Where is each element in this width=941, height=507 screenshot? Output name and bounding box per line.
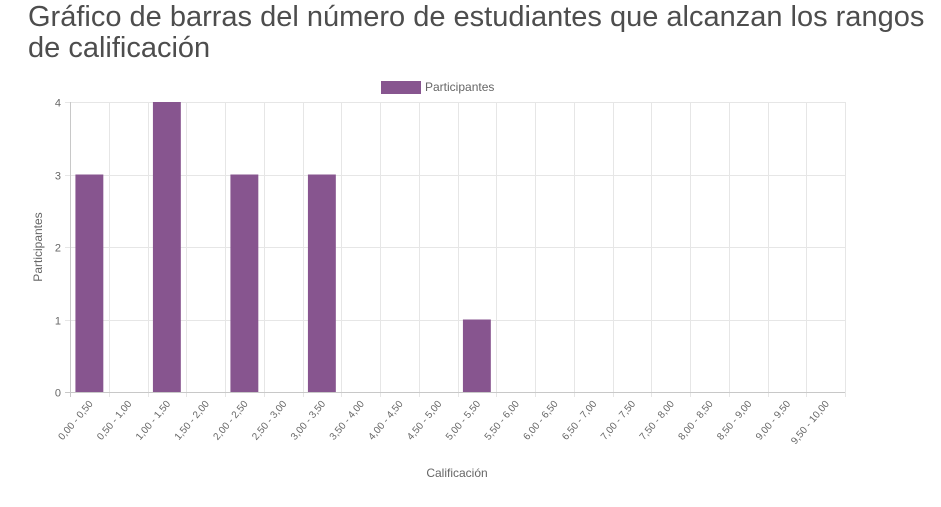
bar[interactable] xyxy=(462,319,491,393)
y-tick-label: 4 xyxy=(55,98,61,110)
bar[interactable] xyxy=(152,102,181,392)
x-tick-label: 2,50 - 3,00 xyxy=(250,399,289,443)
y-tick-label: 3 xyxy=(55,171,61,183)
x-tick-label: 7,00 - 7,50 xyxy=(599,399,638,443)
x-tick-label: 8,00 - 8,50 xyxy=(677,399,716,443)
x-tick-label: 1,00 - 1,50 xyxy=(134,399,173,443)
y-tick-label: 2 xyxy=(55,243,61,255)
legend-label: Participantes xyxy=(425,80,494,94)
x-tick-label: 3,50 - 4,00 xyxy=(328,399,367,443)
x-tick-label: 0,00 - 0,50 xyxy=(57,399,96,443)
bar[interactable] xyxy=(230,174,259,393)
y-tick-labels: 0 1 2 3 4 xyxy=(55,98,61,400)
x-axis-label: Calificación xyxy=(426,466,487,480)
legend-swatch[interactable] xyxy=(381,81,421,94)
x-tick-label: 7,50 - 8,00 xyxy=(638,399,677,443)
legend[interactable]: Participantes xyxy=(381,80,494,94)
bars xyxy=(75,102,491,393)
x-tick-label: 4,00 - 4,50 xyxy=(367,399,406,443)
x-tick-label: 2,00 - 2,50 xyxy=(212,399,251,443)
x-tick-label: 9,50 - 10,00 xyxy=(789,399,832,447)
x-tick-label: 8,50 - 9,00 xyxy=(715,399,754,443)
y-tick-label: 1 xyxy=(55,316,61,328)
x-tick-label: 4,50 - 5,00 xyxy=(405,399,444,443)
bar[interactable] xyxy=(75,174,104,393)
x-tick-label: 6,00 - 6,50 xyxy=(522,399,561,443)
bar[interactable] xyxy=(307,174,336,393)
grid-lines xyxy=(65,102,846,397)
x-tick-label: 9,00 - 9,50 xyxy=(754,399,793,443)
x-tick-labels: 0,00 - 0,50 0,50 - 1,00 1,00 - 1,50 1,50 - … xyxy=(57,399,833,447)
x-tick-label: 0,50 - 1,00 xyxy=(95,399,134,443)
x-tick-label: 3,00 - 3,50 xyxy=(289,399,328,443)
page-title: Gráfico de barras del número de estudian… xyxy=(28,1,925,64)
x-tick-label: 1,50 - 2,00 xyxy=(173,399,212,443)
y-tick-label: 0 xyxy=(55,388,61,400)
x-tick-label: 5,50 - 6,00 xyxy=(483,399,522,443)
axes xyxy=(65,102,845,397)
x-tick-label: 5,00 - 5,50 xyxy=(444,399,483,443)
y-axis-label: Participantes xyxy=(31,212,45,281)
x-tick-label: 6,50 - 7,00 xyxy=(560,399,599,443)
